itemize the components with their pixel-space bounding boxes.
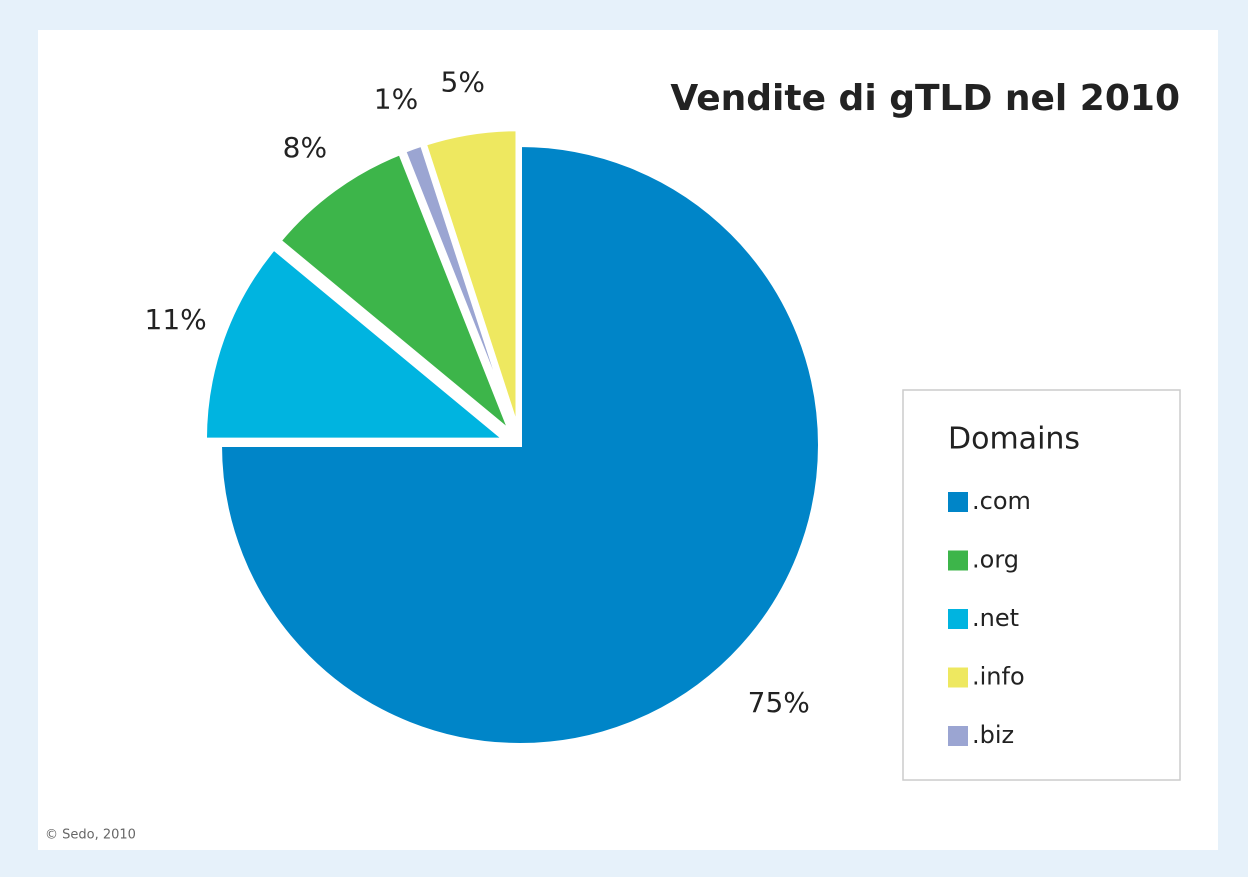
legend-label: .info xyxy=(972,663,1025,691)
pie-slice xyxy=(202,245,511,442)
legend-box xyxy=(902,389,1181,781)
legend-swatch xyxy=(948,667,968,688)
legend-swatch xyxy=(948,609,968,629)
legend-title: Domains xyxy=(948,422,1080,457)
legend-swatch xyxy=(948,492,968,512)
legend-label: .org xyxy=(972,546,1019,574)
value-label: 75% xyxy=(748,686,810,719)
value-label: 5% xyxy=(441,66,485,99)
pie-slice xyxy=(217,142,822,747)
legend-label: .biz xyxy=(972,721,1014,749)
legend-label: .net xyxy=(972,604,1019,632)
pie-slice xyxy=(276,150,513,434)
chart-title: Vendite di gTLD nel 2010 xyxy=(670,78,1180,119)
pie-slice xyxy=(401,142,517,431)
legend-label: .com xyxy=(972,487,1031,515)
legend-swatch xyxy=(948,726,968,746)
value-label: 11% xyxy=(145,303,207,336)
value-label: 1% xyxy=(374,83,418,116)
source-note: © Sedo, 2010 xyxy=(45,828,136,843)
pie-slice xyxy=(422,127,520,430)
legend-swatch xyxy=(948,550,968,571)
value-label: 8% xyxy=(283,131,327,164)
